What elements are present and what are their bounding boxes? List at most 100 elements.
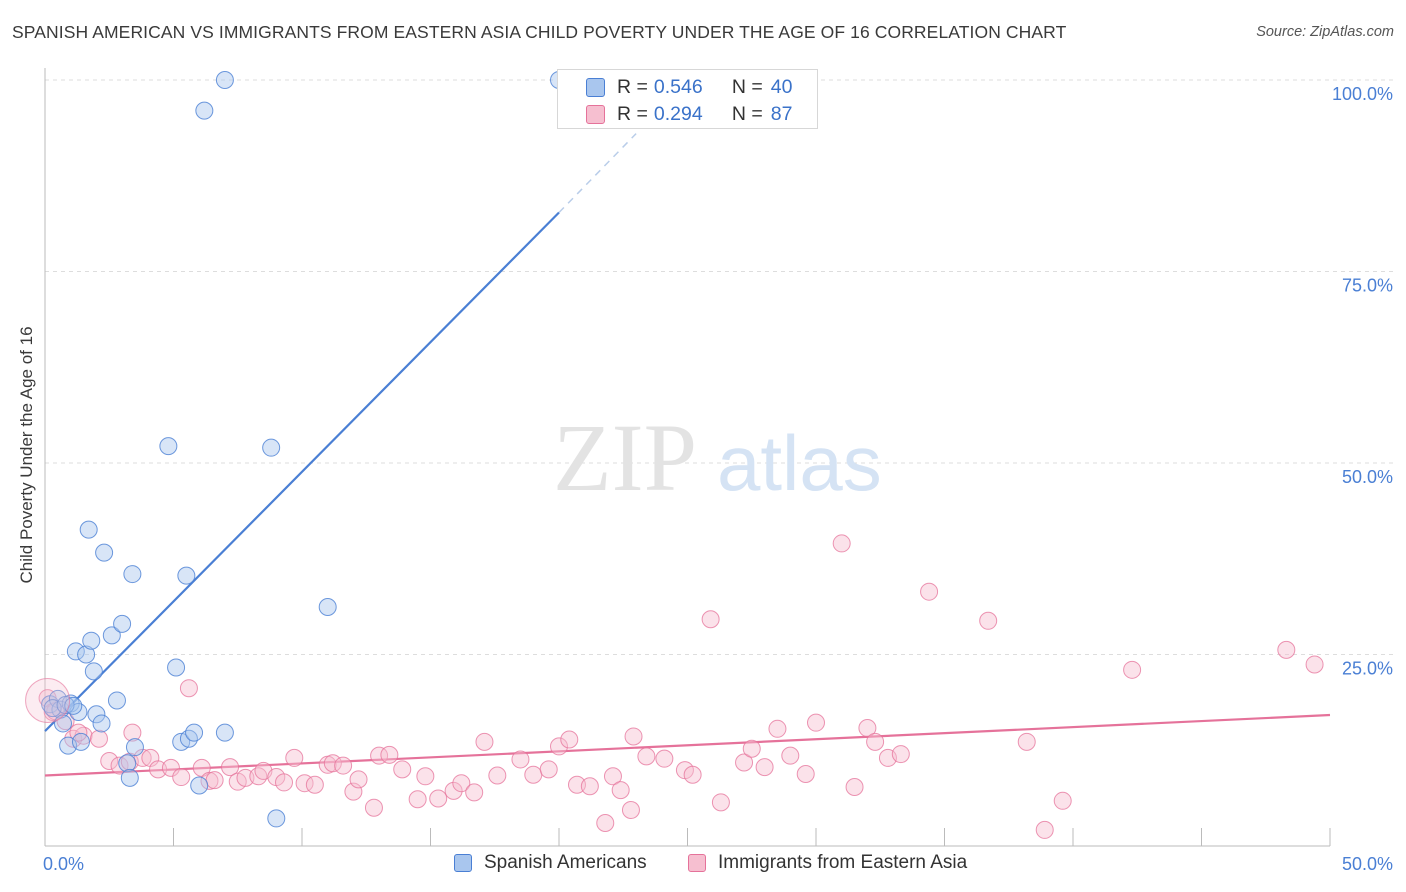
grid-lines (45, 79, 1393, 655)
legend-swatch-pink (688, 854, 706, 872)
data-point-eastern-asia (735, 753, 754, 772)
data-point-eastern-asia (567, 775, 586, 794)
trend-lines (44, 133, 1331, 777)
data-point-eastern-asia (1035, 820, 1054, 839)
data-point-spanish-americans (64, 696, 83, 715)
data-point-eastern-asia (580, 777, 599, 796)
data-point-eastern-asia (1053, 791, 1072, 810)
bottom-legend: Spanish Americans Immigrants from Easter… (0, 852, 1406, 878)
stats-n-label: N = (731, 76, 763, 98)
data-point-spanish-americans (262, 438, 281, 457)
data-point-eastern-asia (200, 771, 219, 790)
data-point-eastern-asia (858, 719, 877, 738)
data-point-eastern-asia (416, 767, 435, 786)
data-point-eastern-asia (205, 771, 224, 790)
data-point-spanish-americans (185, 723, 204, 742)
legend-item-immigrants-eastern-asia[interactable]: Immigrants from Eastern Asia (688, 852, 967, 874)
data-point-eastern-asia (305, 775, 324, 794)
data-point-eastern-asia (742, 739, 761, 758)
data-point-eastern-asia (236, 768, 255, 787)
data-point-eastern-asia (539, 760, 558, 779)
stats-n-label: N = (731, 103, 763, 125)
data-point-eastern-asia (524, 765, 543, 784)
data-point-eastern-asia (920, 582, 939, 601)
data-point-eastern-asia (149, 760, 168, 779)
legend-label: Spanish Americans (484, 852, 647, 873)
data-point-eastern-asia (511, 750, 530, 769)
data-point-spanish-americans (92, 714, 111, 733)
data-point-eastern-asia (701, 610, 720, 629)
data-point-spanish-americans (190, 776, 209, 795)
data-point-eastern-asia (979, 611, 998, 630)
data-point-eastern-asia (832, 534, 851, 553)
data-point-eastern-asia (429, 789, 448, 808)
data-point-eastern-asia (349, 770, 368, 789)
data-point-eastern-asia (370, 746, 389, 765)
stats-row-eastern-asia: R = 0.294 N = 87 (558, 103, 792, 126)
watermark: ZIP atlas (553, 404, 882, 511)
data-point-eastern-asia (393, 760, 412, 779)
x-tick-label-left: 0.0% (43, 854, 84, 874)
data-point-eastern-asia (755, 758, 774, 777)
legend-item-spanish-americans[interactable]: Spanish Americans (454, 852, 647, 874)
data-point-eastern-asia (89, 729, 108, 748)
stats-n-value: 87 (770, 103, 793, 125)
y-tick-label: 25.0% (1342, 659, 1393, 679)
data-point-eastern-asia (796, 764, 815, 783)
stats-row-spanish: R = 0.546 N = 40 (558, 76, 792, 99)
data-point-eastern-asia (1017, 732, 1036, 751)
legend-label: Immigrants from Eastern Asia (718, 852, 968, 873)
data-points (25, 71, 1324, 839)
data-point-eastern-asia (1305, 655, 1324, 674)
watermark-zip: ZIP (553, 404, 697, 511)
data-point-spanish-americans (95, 543, 114, 562)
y-tick-labels: 25.0% 50.0% 75.0% 100.0% (1332, 84, 1393, 679)
data-point-eastern-asia (891, 745, 910, 764)
trend-line-eastern-asia (44, 713, 1331, 777)
data-point-eastern-asia (380, 745, 399, 764)
data-point-spanish-americans (195, 101, 214, 120)
data-point-spanish-americans (125, 738, 144, 757)
data-point-eastern-asia (221, 758, 240, 777)
data-point-eastern-asia (408, 790, 427, 809)
data-point-eastern-asia (179, 679, 198, 698)
data-point-eastern-asia (1123, 660, 1142, 679)
data-point-eastern-asia (452, 774, 471, 793)
data-point-spanish-americans (118, 754, 137, 773)
stats-swatch-blue (586, 78, 605, 97)
data-point-eastern-asia (845, 778, 864, 797)
data-point-eastern-asia (161, 758, 180, 777)
data-point-eastern-asia (249, 767, 268, 786)
data-point-eastern-asia (621, 800, 640, 819)
watermark-atlas: atlas (717, 419, 882, 507)
stats-swatch-pink (586, 105, 605, 124)
stats-n-value: 40 (770, 76, 793, 98)
legend-swatch-blue (454, 854, 472, 872)
data-point-spanish-americans (167, 658, 186, 677)
data-point-spanish-americans (267, 809, 286, 828)
data-point-spanish-americans (177, 566, 196, 585)
data-point-eastern-asia (781, 746, 800, 765)
stats-r-label: R = (617, 103, 648, 125)
stats-r-value: 0.546 (653, 76, 703, 98)
chart-title: SPANISH AMERICAN VS IMMIGRANTS FROM EAST… (12, 22, 1067, 42)
data-point-spanish-americans (120, 768, 139, 787)
data-point-spanish-americans (87, 705, 106, 724)
x-tick-label-right: 50.0% (1342, 854, 1393, 874)
y-axis-label: Child Poverty Under the Age of 16 (17, 326, 36, 584)
data-point-eastern-asia (611, 781, 630, 800)
data-point-eastern-asia (100, 751, 119, 770)
stats-legend: R = 0.546 N = 40 R = 0.294 N = 87 (557, 69, 818, 129)
data-point-eastern-asia (1277, 640, 1296, 659)
data-point-spanish-americans (318, 598, 337, 617)
data-point-spanish-americans (102, 626, 121, 645)
data-point-spanish-americans (159, 437, 178, 456)
data-point-eastern-asia (655, 749, 674, 768)
data-point-eastern-asia (488, 766, 507, 785)
data-point-eastern-asia (768, 719, 787, 738)
source-label: Source: ZipAtlas.com (1256, 24, 1394, 40)
trend-line-spanish-americans (44, 211, 560, 732)
y-tick-label: 50.0% (1342, 467, 1393, 487)
data-point-eastern-asia (637, 747, 656, 766)
